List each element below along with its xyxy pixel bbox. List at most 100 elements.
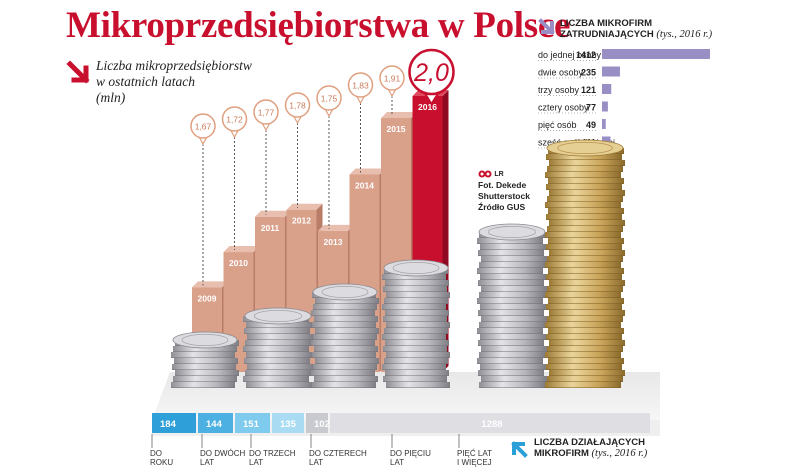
- coin-edge: [548, 268, 624, 274]
- employment-bar: [602, 84, 612, 94]
- coin-rim: [487, 225, 537, 238]
- coin-edge: [546, 364, 622, 370]
- employment-category: dwie osoby: [538, 68, 584, 78]
- coin-edge: [173, 346, 237, 352]
- coin-edge: [315, 298, 379, 304]
- age-bars: 184 144 151 135 102 1288: [151, 413, 650, 448]
- year-label: 2009: [198, 293, 217, 303]
- coin-rim: [557, 141, 613, 154]
- age-bar: [235, 413, 270, 433]
- coin-edge: [549, 280, 625, 286]
- coin-edge: [312, 382, 376, 388]
- credit-photo2: Shutterstock: [478, 191, 530, 201]
- coin-edge: [479, 322, 545, 328]
- coin-edge: [383, 316, 447, 322]
- coin-edge: [481, 286, 547, 292]
- coin-edge: [479, 292, 545, 298]
- coin-edge: [546, 214, 622, 220]
- coin-edge: [382, 364, 446, 370]
- coin-rim: [181, 333, 229, 346]
- bottom-chart-title-line2: mikrofirm: [534, 448, 589, 459]
- bottom-chart-title-note: (tys., 2016 r.): [591, 448, 648, 459]
- value-label: 1,77: [258, 108, 275, 118]
- coin-edge: [545, 202, 621, 208]
- coin-edge: [477, 298, 543, 304]
- coin-edge: [312, 352, 376, 358]
- coin-edge: [478, 310, 544, 316]
- coin-edge: [383, 286, 447, 292]
- coin-edge: [385, 310, 449, 316]
- employment-category: trzy osoby: [538, 85, 580, 95]
- coin-edge: [481, 256, 547, 262]
- value-marker: [379, 65, 405, 91]
- coin-edge: [546, 334, 622, 340]
- coin-edge: [382, 304, 446, 310]
- age-value: 102: [314, 419, 330, 430]
- coin-edge: [311, 370, 375, 376]
- value-label: 1,78: [289, 101, 306, 111]
- coin-edge: [246, 352, 312, 358]
- coin-edge: [173, 376, 237, 382]
- coin-edge: [546, 244, 622, 250]
- employment-value: 235: [581, 68, 596, 78]
- coin-edge: [548, 298, 624, 304]
- coin-edge: [247, 364, 313, 370]
- age-bar: [152, 413, 196, 433]
- value-marker: [316, 85, 342, 111]
- coin-edge: [548, 328, 624, 334]
- coin-edge: [549, 160, 625, 166]
- coin-rim: [321, 285, 369, 298]
- coin-edge: [243, 376, 309, 382]
- year-label: 2011: [261, 223, 280, 233]
- right-chart-title-note: (tys., 2016 r.): [656, 29, 713, 40]
- coin-edge: [385, 340, 449, 346]
- bottom-chart-title-line1: Liczba działających: [534, 437, 646, 448]
- right-chart-title: Liczba mikrofirm zatrudniających (tys., …: [560, 18, 712, 40]
- age-category-label: do roku: [150, 449, 174, 467]
- age-category-label: do czterech lat: [309, 449, 367, 467]
- coin-edge: [481, 346, 547, 352]
- employment-bar: [602, 49, 710, 59]
- coin-edge: [244, 328, 310, 334]
- coin-edge: [311, 310, 375, 316]
- coin-edge: [548, 208, 624, 214]
- coin-edge: [477, 358, 543, 364]
- coin-edge: [480, 334, 546, 340]
- year-label: 2013: [324, 237, 343, 247]
- coin-edge: [312, 322, 376, 328]
- coin-edge: [311, 340, 375, 346]
- value-label: 1,75: [321, 94, 338, 104]
- age-bar: [330, 413, 650, 433]
- coin-edge: [547, 166, 623, 172]
- coin-edge: [480, 274, 546, 280]
- coin-edge: [478, 250, 544, 256]
- right-chart-title-line1: Liczba mikrofirm: [560, 18, 652, 29]
- age-value: 144: [206, 419, 223, 430]
- age-category-label: pięć lat i więcej: [457, 449, 492, 467]
- value-label: 1,72: [226, 115, 243, 125]
- bar-top: [255, 210, 291, 217]
- coin-edge: [545, 352, 621, 358]
- coin-edge: [480, 364, 546, 370]
- coin-edge: [313, 364, 377, 370]
- bar-top: [381, 112, 417, 118]
- employment-value: 121: [581, 85, 596, 95]
- age-category-label: do dwóch lat: [200, 449, 246, 467]
- value-marker: [190, 113, 216, 139]
- coin-edge: [477, 328, 543, 334]
- coin-edge: [314, 316, 378, 322]
- coin-edge: [386, 382, 450, 388]
- coin-edge: [549, 370, 625, 376]
- coin-edge: [478, 340, 544, 346]
- photo-credit-icon: [478, 170, 492, 178]
- coin-edge: [546, 184, 622, 190]
- value-label: 2,0: [413, 59, 449, 87]
- bar-top: [223, 246, 260, 253]
- coin-edge: [385, 370, 449, 376]
- value-marker: [221, 106, 248, 132]
- year-label: 2015: [387, 124, 406, 134]
- bottom-chart-title: Liczba działających mikrofirm (tys., 201…: [534, 437, 647, 459]
- value-label: 1,83: [352, 81, 369, 91]
- coin-edge: [547, 316, 623, 322]
- age-value: 184: [160, 419, 177, 430]
